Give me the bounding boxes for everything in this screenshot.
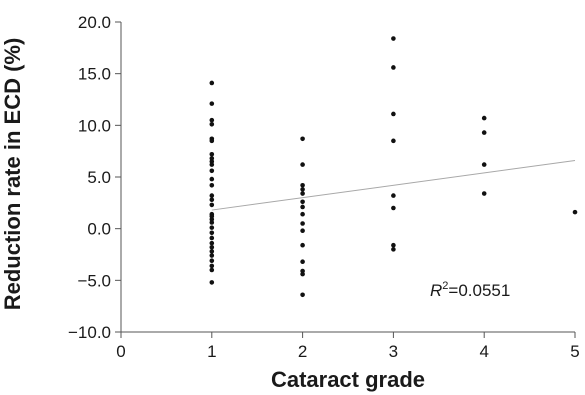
- data-point: [209, 168, 215, 174]
- data-point: [391, 36, 396, 41]
- data-point: [300, 187, 305, 192]
- data-point: [209, 197, 215, 203]
- trendline: [211, 159, 576, 211]
- r-squared-symbol: R: [430, 281, 442, 300]
- r-squared-annotation: R2=0.0551: [430, 280, 510, 300]
- data-point: [209, 117, 215, 123]
- data-point: [209, 202, 215, 208]
- data-point: [481, 130, 487, 135]
- data-point: [391, 65, 396, 70]
- data-point: [209, 151, 215, 157]
- data-point: [391, 138, 396, 144]
- data-point: [300, 211, 305, 217]
- data-point: [300, 204, 305, 210]
- data-points: [209, 36, 578, 298]
- data-point: [391, 247, 396, 252]
- y-tick-label: 5.0: [87, 168, 111, 187]
- data-point: [209, 101, 215, 106]
- x-tick-label: 5: [570, 342, 579, 361]
- data-point: [209, 193, 215, 198]
- data-point: [209, 235, 215, 241]
- data-point: [209, 162, 215, 167]
- data-point: [209, 267, 215, 273]
- y-tick-label: 0.0: [87, 220, 111, 239]
- data-point: [209, 240, 215, 246]
- data-point: [481, 115, 487, 121]
- data-point: [391, 111, 396, 117]
- data-point: [481, 162, 487, 167]
- data-point: [209, 182, 215, 188]
- data-point: [209, 122, 215, 127]
- y-tick-label: 15.0: [78, 65, 111, 84]
- y-axis-ticks: 20.0 15.0 10.0 5.0 0.0 −5.0 −10.0: [68, 13, 121, 342]
- data-point: [209, 244, 215, 250]
- x-tick-label: 0: [116, 342, 125, 361]
- data-point: [300, 242, 305, 248]
- data-point: [209, 230, 215, 236]
- data-point: [300, 199, 305, 205]
- data-point: [209, 258, 215, 264]
- data-point: [300, 191, 305, 196]
- data-point: [209, 138, 215, 144]
- r-squared-superscript: 2: [442, 280, 448, 292]
- x-tick-label: 4: [479, 342, 488, 361]
- data-point: [481, 191, 487, 196]
- data-point: [209, 225, 215, 230]
- data-point: [300, 162, 305, 167]
- data-point: [209, 80, 215, 86]
- data-point: [391, 193, 396, 198]
- data-point: [209, 280, 215, 285]
- data-point: [300, 182, 305, 188]
- y-tick-label: −10.0: [68, 323, 111, 342]
- y-axis-title: Reduction rate in ECD (%): [0, 38, 25, 311]
- x-axis-ticks: 0 1 2 3 4 5: [116, 332, 580, 361]
- data-point: [300, 221, 305, 226]
- data-point: [300, 136, 305, 142]
- data-point: [300, 228, 305, 234]
- x-tick-label: 1: [207, 342, 216, 361]
- data-point: [300, 271, 305, 277]
- data-point: [209, 220, 215, 225]
- x-axis-title: Cataract grade: [271, 367, 425, 392]
- data-point: [300, 292, 305, 298]
- x-tick-label: 2: [298, 342, 307, 361]
- data-point: [391, 205, 396, 211]
- data-point: [209, 263, 215, 269]
- data-point: [391, 242, 396, 248]
- data-point: [572, 209, 578, 215]
- y-tick-label: 10.0: [78, 116, 111, 135]
- data-point: [209, 176, 215, 182]
- data-point: [300, 259, 305, 265]
- data-point: [209, 249, 215, 254]
- y-tick-label: −5.0: [77, 271, 111, 290]
- r-squared-value: =0.0551: [448, 281, 510, 300]
- x-tick-label: 3: [389, 342, 398, 361]
- data-point: [209, 253, 215, 258]
- y-tick-label: 20.0: [78, 13, 111, 32]
